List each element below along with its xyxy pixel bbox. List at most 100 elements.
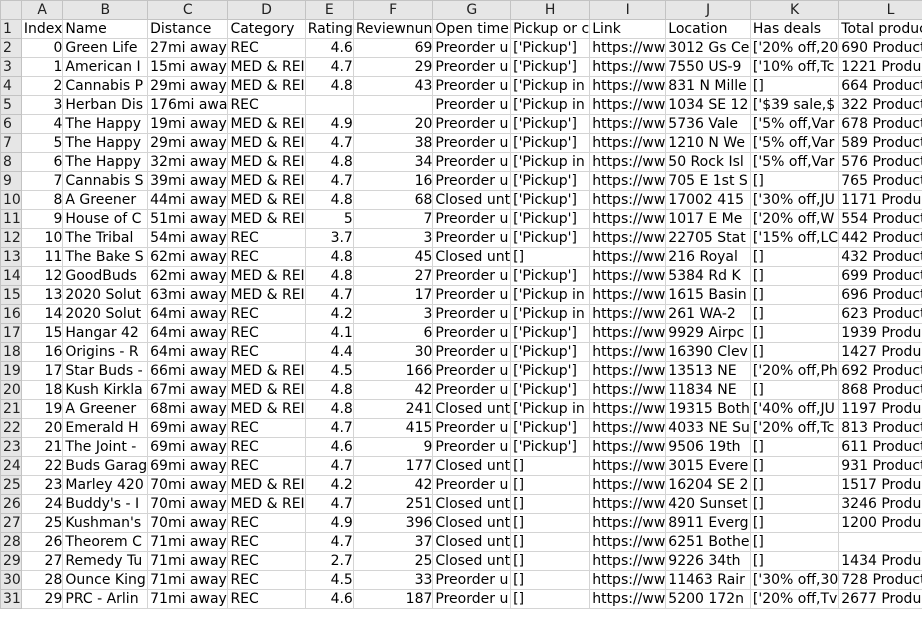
cell[interactable]: 66mi away xyxy=(147,361,229,381)
cell[interactable]: [] xyxy=(510,475,591,495)
row-header[interactable]: 10 xyxy=(0,190,22,210)
cell[interactable]: 71mi away xyxy=(147,551,229,571)
cell[interactable]: 28 xyxy=(20,570,64,590)
cell[interactable]: 1434 Products xyxy=(838,551,922,571)
row-header[interactable]: 20 xyxy=(0,380,22,400)
cell[interactable]: 576 Products xyxy=(838,152,922,172)
cell[interactable]: https://ww xyxy=(589,266,667,286)
cell[interactable]: [] xyxy=(749,475,840,495)
cell[interactable]: https://ww xyxy=(589,57,667,77)
cell[interactable]: ['20% off,Ph xyxy=(749,361,840,381)
cell[interactable]: https://ww xyxy=(589,494,667,514)
cell[interactable]: https://ww xyxy=(589,342,667,362)
cell[interactable]: 4.8 xyxy=(304,380,354,400)
cell[interactable]: 5736 Vale xyxy=(665,114,751,134)
cell[interactable]: ['Pickup'] xyxy=(510,57,591,77)
cell[interactable]: 11834 NE xyxy=(665,380,751,400)
cell[interactable]: MED & REI xyxy=(227,494,306,514)
header-cell[interactable]: Link xyxy=(589,19,667,39)
cell[interactable]: 19 xyxy=(20,399,64,419)
row-header[interactable]: 29 xyxy=(0,551,22,571)
cell[interactable]: 1939 Products xyxy=(838,323,922,343)
cell[interactable]: 4.5 xyxy=(304,361,354,381)
cell[interactable]: American I xyxy=(62,57,149,77)
cell[interactable]: ['Pickup'] xyxy=(510,437,591,457)
cell[interactable]: REC xyxy=(227,589,306,609)
cell[interactable]: https://ww xyxy=(589,399,667,419)
cell[interactable]: [] xyxy=(749,494,840,514)
cell[interactable]: 70mi away xyxy=(147,494,229,514)
cell[interactable]: Emerald H xyxy=(62,418,149,438)
cell[interactable]: [] xyxy=(749,247,840,267)
cell[interactable]: 2 xyxy=(20,76,64,96)
cell[interactable]: MED & REI xyxy=(227,361,306,381)
cell[interactable]: 70mi away xyxy=(147,513,229,533)
cell[interactable]: 1171 Products xyxy=(838,190,922,210)
cell[interactable]: 69mi away xyxy=(147,456,229,476)
cell[interactable]: 9929 Airpc xyxy=(665,323,751,343)
cell[interactable]: Buddy's - I xyxy=(62,494,149,514)
cell[interactable]: [] xyxy=(749,323,840,343)
cell[interactable]: 67mi away xyxy=(147,380,229,400)
cell[interactable]: 6251 Bothe xyxy=(665,532,751,552)
cell[interactable]: 4.7 xyxy=(304,171,354,191)
cell[interactable]: [] xyxy=(510,456,591,476)
cell[interactable]: [] xyxy=(510,551,591,571)
cell[interactable]: ['Pickup'] xyxy=(510,190,591,210)
cell[interactable]: ['40% off,JU xyxy=(749,399,840,419)
cell[interactable]: 4.8 xyxy=(304,247,354,267)
cell[interactable]: 43 xyxy=(352,76,434,96)
cell[interactable]: ['$39 sale,$ xyxy=(749,95,840,115)
cell[interactable]: 623 Products xyxy=(838,304,922,324)
row-header[interactable]: 4 xyxy=(0,76,22,96)
cell[interactable]: REC xyxy=(227,456,306,476)
column-header-G[interactable]: G xyxy=(432,0,512,20)
cell[interactable]: https://ww xyxy=(589,418,667,438)
cell[interactable]: Preorder u xyxy=(432,589,512,609)
row-header[interactable]: 25 xyxy=(0,475,22,495)
cell[interactable]: [] xyxy=(749,304,840,324)
cell[interactable]: 442 Products xyxy=(838,228,922,248)
cell[interactable]: 4.7 xyxy=(304,494,354,514)
cell[interactable]: 42 xyxy=(352,475,434,495)
cell[interactable]: [] xyxy=(510,494,591,514)
cell[interactable]: Closed unt xyxy=(432,551,512,571)
column-header-L[interactable]: L xyxy=(838,0,922,20)
header-cell[interactable]: Reviewnun xyxy=(352,19,434,39)
cell[interactable]: 33 xyxy=(352,570,434,590)
column-header-A[interactable]: A xyxy=(20,0,64,20)
cell[interactable]: https://ww xyxy=(589,95,667,115)
cell[interactable]: 19315 Both xyxy=(665,399,751,419)
cell[interactable]: 7 xyxy=(20,171,64,191)
cell[interactable]: REC xyxy=(227,437,306,457)
cell[interactable]: 3 xyxy=(20,95,64,115)
cell[interactable]: Cannabis P xyxy=(62,76,149,96)
header-cell[interactable]: Location xyxy=(665,19,751,39)
cell[interactable]: Preorder u xyxy=(432,418,512,438)
cell[interactable]: [] xyxy=(749,437,840,457)
cell[interactable]: https://ww xyxy=(589,551,667,571)
cell[interactable]: MED & REI xyxy=(227,171,306,191)
cell[interactable]: 29 xyxy=(352,57,434,77)
cell[interactable]: Preorder u xyxy=(432,361,512,381)
cell[interactable]: 5 xyxy=(304,209,354,229)
cell[interactable]: 7550 US-9 xyxy=(665,57,751,77)
cell[interactable]: The Happy xyxy=(62,114,149,134)
cell[interactable]: Preorder u xyxy=(432,171,512,191)
cell[interactable]: 4.6 xyxy=(304,437,354,457)
cell[interactable]: 554 Products xyxy=(838,209,922,229)
cell[interactable]: 2.7 xyxy=(304,551,354,571)
cell[interactable]: 64mi away xyxy=(147,342,229,362)
column-header-D[interactable]: D xyxy=(227,0,306,20)
cell[interactable]: 4.4 xyxy=(304,342,354,362)
cell[interactable]: 4.7 xyxy=(304,285,354,305)
cell[interactable]: MED & REI xyxy=(227,475,306,495)
cell[interactable]: 4.7 xyxy=(304,57,354,77)
row-header[interactable]: 7 xyxy=(0,133,22,153)
cell[interactable]: 5384 Rd K xyxy=(665,266,751,286)
cell[interactable]: MED & REI xyxy=(227,152,306,172)
cell[interactable]: 16204 SE 2 xyxy=(665,475,751,495)
cell[interactable]: [] xyxy=(749,342,840,362)
cell[interactable]: Star Buds - xyxy=(62,361,149,381)
